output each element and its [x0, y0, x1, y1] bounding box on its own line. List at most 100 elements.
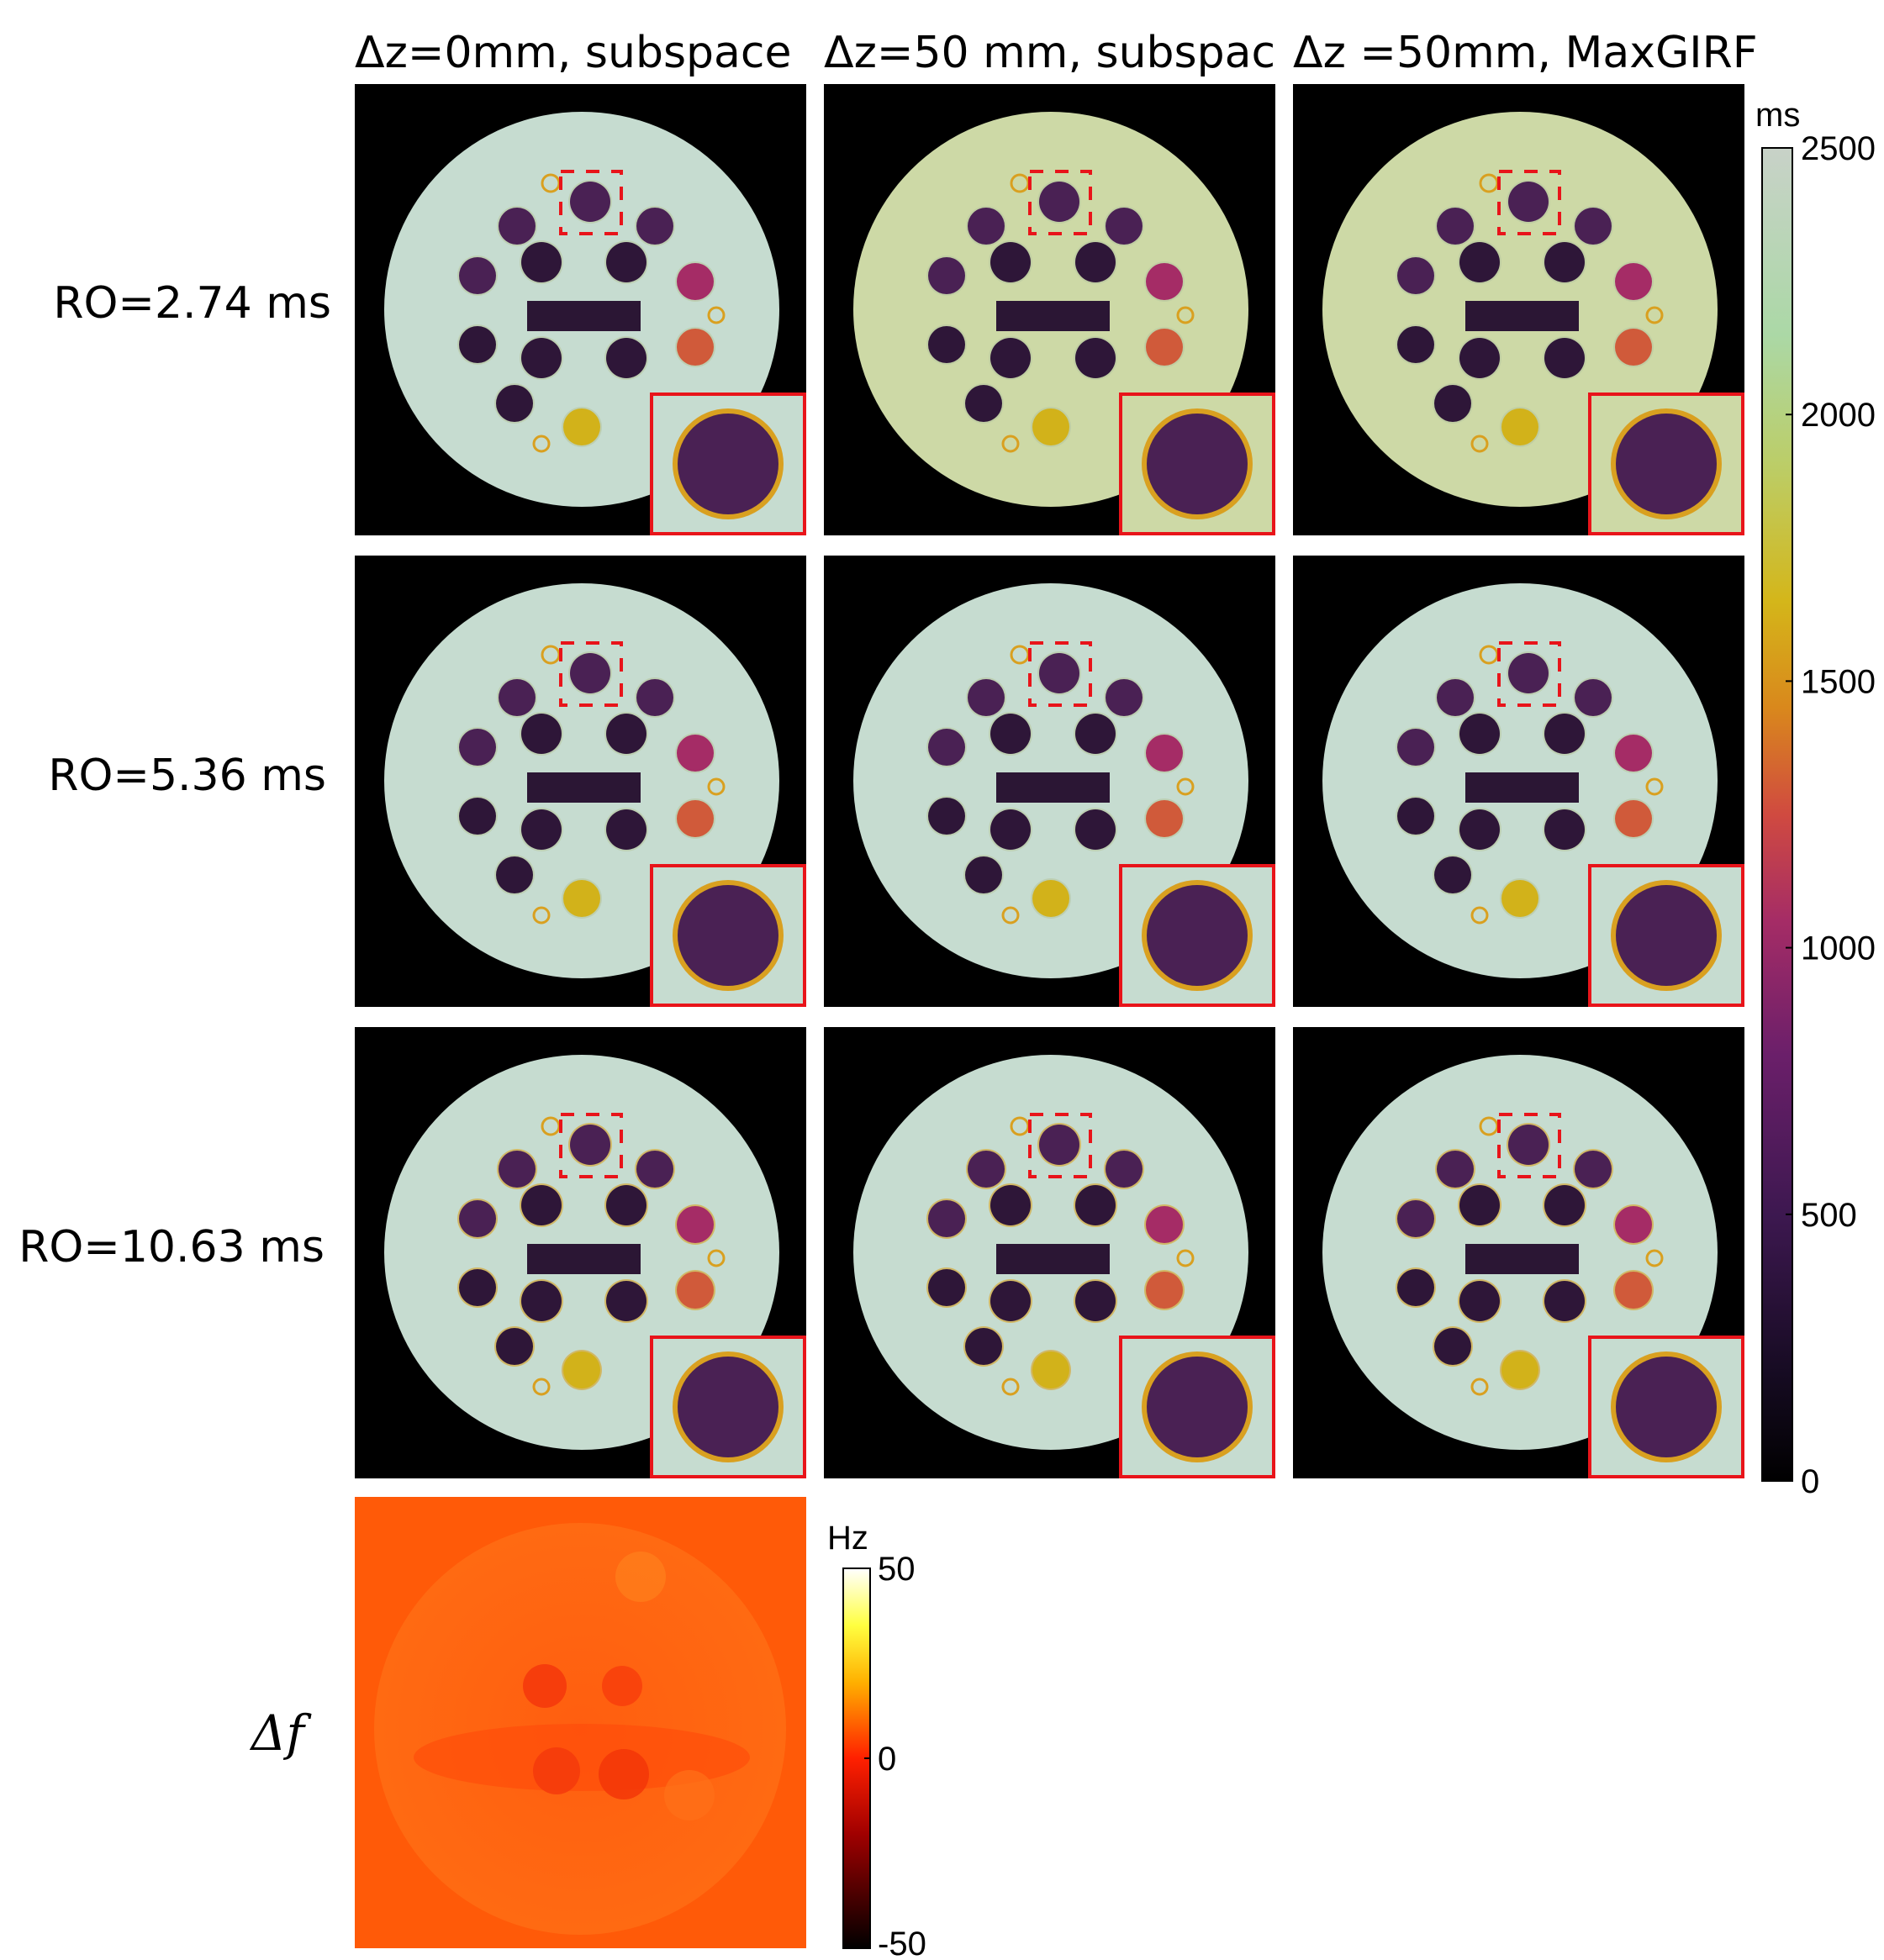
vial [1434, 1328, 1471, 1365]
vial [677, 1272, 714, 1309]
vial [1397, 257, 1434, 294]
zoom-region-marker [1497, 1113, 1561, 1178]
vial [1397, 326, 1434, 363]
map-panel [355, 556, 806, 1007]
vial [636, 679, 673, 716]
vial [1508, 182, 1549, 222]
vial [563, 1351, 600, 1388]
vial [1544, 242, 1585, 282]
vial [499, 1151, 536, 1188]
delta-f-colorbar-tick: 0 [878, 1741, 896, 1778]
map-panel [824, 84, 1275, 535]
vial [521, 1281, 562, 1321]
vial [1039, 1125, 1079, 1165]
zoom-inset [1588, 864, 1744, 1007]
vial [1459, 338, 1500, 378]
delta-f-label: Δf [250, 1704, 313, 1762]
vial [499, 679, 536, 716]
center-bar [996, 301, 1110, 331]
vial [570, 1125, 610, 1165]
vial [1575, 679, 1612, 716]
vial [1459, 1281, 1500, 1321]
vial [1544, 338, 1585, 378]
zoom-inset [650, 393, 806, 535]
row-label: RO=5.36 ms [48, 751, 326, 801]
vial [606, 338, 646, 378]
zoom-inset [650, 1336, 806, 1478]
vial [459, 798, 496, 835]
vial [606, 242, 646, 282]
zoom-region-marker [1497, 170, 1561, 235]
vial [1615, 735, 1652, 772]
map-panel [355, 84, 806, 535]
row-label: RO=2.74 ms [53, 278, 331, 329]
vial [1397, 1269, 1434, 1306]
vial [1106, 208, 1143, 245]
vial [521, 1185, 562, 1225]
zoom-inset [1119, 393, 1275, 535]
column-title: Δz =50mm, MaxGIRF [1293, 28, 1758, 78]
delta-f-colorbar-tick: 50 [878, 1551, 916, 1588]
vial [677, 1206, 714, 1243]
vial [521, 338, 562, 378]
vial [1575, 208, 1612, 245]
t1-colorbar-tick: 1000 [1801, 930, 1876, 967]
vial [1437, 1151, 1474, 1188]
vial [496, 1328, 533, 1365]
vial [1615, 800, 1652, 837]
vial [459, 1200, 496, 1237]
vial [968, 679, 1005, 716]
vial [521, 714, 562, 754]
vial [1459, 809, 1500, 850]
center-bar [527, 772, 641, 803]
vial [1032, 408, 1069, 445]
vial [1146, 329, 1183, 366]
map-panel [1293, 556, 1744, 1007]
zoom-region-marker [1497, 641, 1561, 707]
zoom-region-marker [559, 1113, 623, 1178]
vial [928, 729, 965, 766]
vial [1459, 714, 1500, 754]
column-title: Δz=50 mm, subspac [824, 28, 1275, 78]
center-bar [1465, 301, 1579, 331]
vial [1146, 1206, 1183, 1243]
vial [1032, 880, 1069, 917]
t1-colorbar-tick: 1500 [1801, 663, 1876, 700]
zoom-region-marker [1028, 641, 1092, 707]
vial [990, 338, 1031, 378]
vial [521, 809, 562, 850]
t1-colorbar-gradient [1761, 147, 1793, 1482]
vial [570, 182, 610, 222]
vial [1615, 1206, 1652, 1243]
vial [1434, 385, 1471, 422]
vial [1075, 1185, 1116, 1225]
vial [1075, 1281, 1116, 1321]
vial [677, 263, 714, 300]
vial [1437, 679, 1474, 716]
t1-colorbar-tick: 2000 [1801, 397, 1876, 434]
vial [1501, 880, 1538, 917]
vial [606, 714, 646, 754]
vial [1544, 714, 1585, 754]
center-bar [1465, 772, 1579, 803]
vial [968, 208, 1005, 245]
vial [563, 408, 600, 445]
vial [1434, 856, 1471, 893]
vial [1501, 408, 1538, 445]
vial [928, 1200, 965, 1237]
map-panel [1293, 84, 1744, 535]
vial [606, 1281, 646, 1321]
vial [928, 257, 965, 294]
vial [677, 735, 714, 772]
vial [990, 809, 1031, 850]
vial [1508, 653, 1549, 693]
vial [928, 326, 965, 363]
vial [1615, 1272, 1652, 1309]
zoom-inset [1119, 864, 1275, 1007]
center-bar [996, 1244, 1110, 1274]
vial [990, 1185, 1031, 1225]
vial [1075, 338, 1116, 378]
delta-f-map [355, 1497, 806, 1948]
zoom-inset [1119, 1336, 1275, 1478]
vial [1544, 1185, 1585, 1225]
